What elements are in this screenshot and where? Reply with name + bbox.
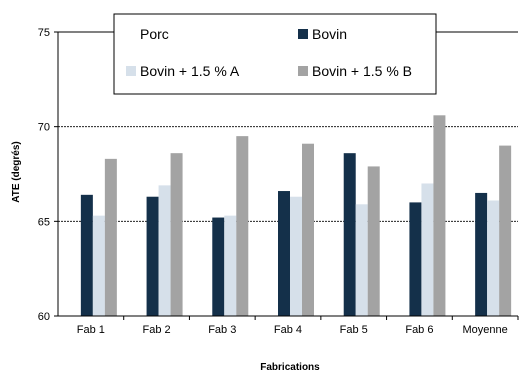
bar: [355, 204, 368, 316]
legend-swatch: [298, 29, 308, 39]
legend-label: Porc: [140, 26, 169, 42]
bar: [367, 166, 380, 316]
bar: [80, 194, 93, 316]
y-tick-label: 60: [38, 311, 50, 323]
bar: [343, 153, 356, 316]
ticks-layer: 60 65 70 75 Fab 1 Fab 2 Fab 3 Fab 4 Fab 5 Fab 6 Mo…: [38, 27, 519, 336]
bar: [421, 183, 434, 316]
legend-swatch: [298, 66, 308, 76]
legend-swatch: [126, 29, 136, 39]
legend-label: Bovin + 1.5 % A: [140, 63, 240, 79]
bar: [302, 143, 314, 316]
bar: [278, 191, 290, 316]
legend: Porc Bovin Bovin + 1.5 % A Bovin + 1.5 % B: [113, 13, 437, 95]
bars-layer: [80, 115, 512, 316]
x-tick-label: Moyenne: [463, 324, 508, 336]
y-tick-label: 75: [38, 27, 50, 39]
x-axis-title: Fabrications: [260, 362, 320, 371]
legend-swatch: [126, 66, 136, 76]
x-tick-label: Fab 5: [340, 324, 368, 336]
bar: [146, 196, 159, 316]
bar: [170, 153, 183, 316]
legend-label: Bovin: [312, 26, 347, 42]
bar: [236, 136, 249, 316]
bar: [224, 215, 237, 316]
x-tick-label: Fab 6: [405, 324, 433, 336]
bar: [487, 200, 500, 316]
bar: [409, 202, 422, 316]
bar: [499, 145, 512, 316]
x-tick-label: Fab 2: [143, 324, 171, 336]
axes-layer: [57, 32, 518, 317]
x-tick-label: Fab 4: [274, 324, 302, 336]
y-tick-label: 70: [38, 122, 50, 134]
bar: [475, 192, 488, 316]
bar: [158, 185, 171, 316]
x-tick-label: Fab 1: [77, 324, 105, 336]
bar: [433, 115, 446, 316]
bar: [92, 215, 105, 316]
x-tick-label: Fab 3: [208, 324, 236, 336]
y-axis-title: ATE (degrés): [11, 141, 22, 203]
bar: [212, 217, 225, 316]
legend-label: Bovin + 1.5 % B: [312, 63, 412, 79]
y-tick-label: 65: [38, 216, 50, 228]
bar: [290, 196, 302, 316]
bar: [104, 158, 117, 316]
legend-box: [113, 13, 437, 95]
